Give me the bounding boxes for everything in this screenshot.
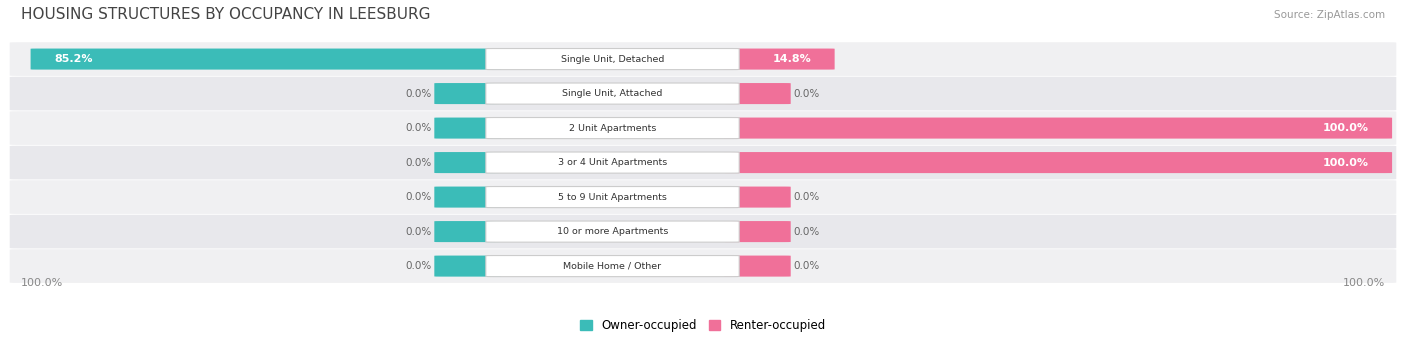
FancyBboxPatch shape [434,255,501,277]
Text: 0.0%: 0.0% [405,226,432,237]
Text: 10 or more Apartments: 10 or more Apartments [557,227,668,236]
FancyBboxPatch shape [486,152,740,173]
FancyBboxPatch shape [434,118,501,138]
FancyBboxPatch shape [486,255,740,277]
FancyBboxPatch shape [434,83,501,104]
FancyBboxPatch shape [724,221,790,242]
FancyBboxPatch shape [724,48,835,70]
FancyBboxPatch shape [486,187,740,208]
Text: Single Unit, Detached: Single Unit, Detached [561,55,664,63]
Text: 100.0%: 100.0% [21,278,63,288]
Text: 0.0%: 0.0% [405,123,432,133]
Text: 5 to 9 Unit Apartments: 5 to 9 Unit Apartments [558,193,666,202]
FancyBboxPatch shape [10,77,1396,110]
Legend: Owner-occupied, Renter-occupied: Owner-occupied, Renter-occupied [575,315,831,337]
Text: 0.0%: 0.0% [405,89,432,99]
FancyBboxPatch shape [31,48,501,70]
FancyBboxPatch shape [10,215,1396,249]
Text: 0.0%: 0.0% [793,89,820,99]
Text: 14.8%: 14.8% [772,54,811,64]
Text: 100.0%: 100.0% [1323,123,1368,133]
FancyBboxPatch shape [10,42,1396,76]
FancyBboxPatch shape [434,221,501,242]
Text: 0.0%: 0.0% [793,261,820,271]
FancyBboxPatch shape [10,249,1396,283]
Text: 100.0%: 100.0% [1343,278,1385,288]
FancyBboxPatch shape [724,118,1392,138]
Text: 100.0%: 100.0% [1323,158,1368,167]
FancyBboxPatch shape [10,111,1396,145]
Text: 0.0%: 0.0% [793,226,820,237]
FancyBboxPatch shape [486,221,740,242]
Text: 2 Unit Apartments: 2 Unit Apartments [569,123,657,133]
Text: Single Unit, Attached: Single Unit, Attached [562,89,662,98]
FancyBboxPatch shape [724,255,790,277]
FancyBboxPatch shape [486,118,740,139]
Text: 0.0%: 0.0% [405,192,432,202]
FancyBboxPatch shape [434,187,501,208]
Text: 3 or 4 Unit Apartments: 3 or 4 Unit Apartments [558,158,666,167]
Text: Mobile Home / Other: Mobile Home / Other [564,262,662,271]
FancyBboxPatch shape [434,152,501,173]
Text: Source: ZipAtlas.com: Source: ZipAtlas.com [1274,10,1385,20]
FancyBboxPatch shape [724,187,790,208]
FancyBboxPatch shape [10,146,1396,179]
FancyBboxPatch shape [486,83,740,104]
Text: 0.0%: 0.0% [405,261,432,271]
FancyBboxPatch shape [486,48,740,70]
Text: 0.0%: 0.0% [793,192,820,202]
Text: 85.2%: 85.2% [55,54,93,64]
FancyBboxPatch shape [724,152,1392,173]
Text: 0.0%: 0.0% [405,158,432,167]
Text: HOUSING STRUCTURES BY OCCUPANCY IN LEESBURG: HOUSING STRUCTURES BY OCCUPANCY IN LEESB… [21,8,430,23]
FancyBboxPatch shape [10,180,1396,214]
FancyBboxPatch shape [724,83,790,104]
